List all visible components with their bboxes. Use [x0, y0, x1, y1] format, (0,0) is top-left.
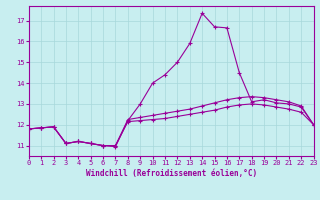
X-axis label: Windchill (Refroidissement éolien,°C): Windchill (Refroidissement éolien,°C): [86, 169, 257, 178]
